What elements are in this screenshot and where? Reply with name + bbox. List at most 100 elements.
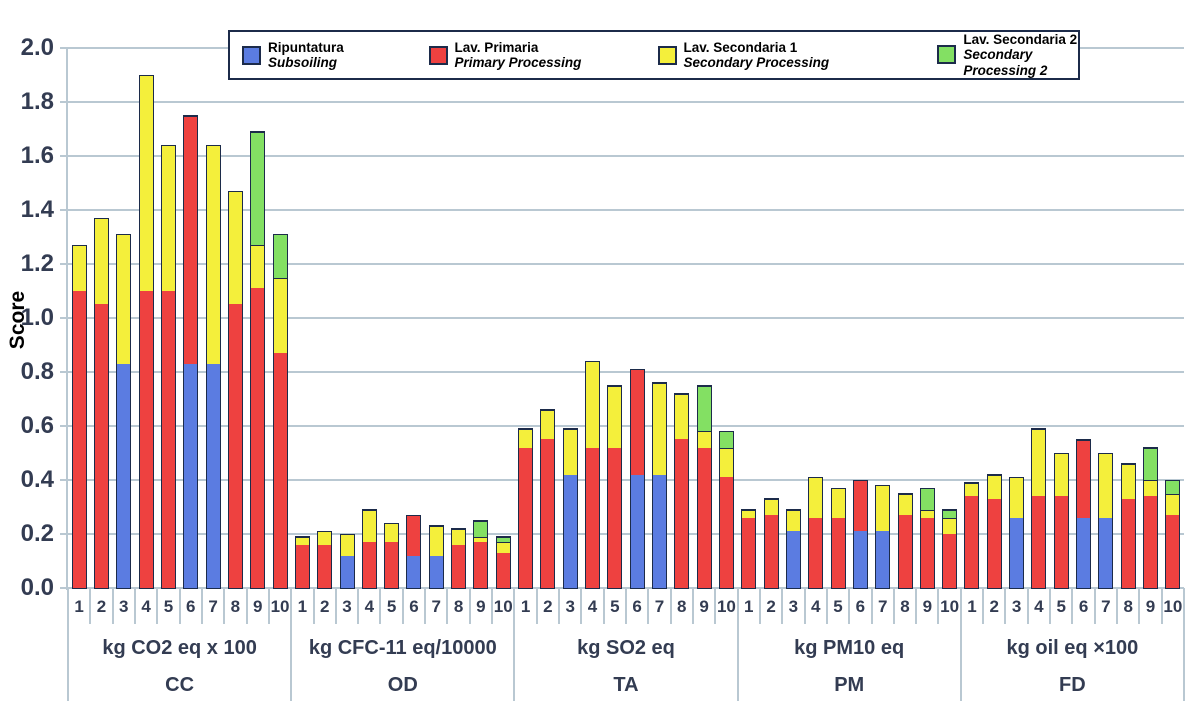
legend-label-it: Lav. Secondaria 1: [683, 39, 798, 55]
bar-number-separator: [535, 587, 538, 624]
bar-segment-primary: [318, 544, 332, 588]
group-code-label: PM: [834, 674, 865, 696]
bar-stack: [942, 509, 958, 589]
bar-number-label: 8: [677, 597, 687, 616]
bar-segment-subsoiling: [853, 531, 867, 588]
bar-segment-primary: [586, 447, 600, 588]
bar-number-separator: [915, 587, 918, 624]
bar-segment-primary: [853, 480, 867, 532]
bar-number-separator: [424, 587, 427, 624]
bar-stack: [495, 536, 511, 589]
bar-segment-primary: [630, 369, 644, 475]
bar-stack: [317, 530, 333, 589]
primary-swatch-icon: [428, 45, 448, 65]
group-code-label: CC: [165, 674, 195, 696]
bar-segment-subsoiling: [876, 531, 890, 588]
bar-segment-primary: [764, 515, 778, 588]
bar-segment-secondary1: [295, 537, 309, 545]
bar-stack: [629, 368, 645, 589]
bar-number-separator: [245, 587, 248, 624]
bar-number-label: 8: [453, 597, 464, 616]
bar-number-label: 2: [766, 597, 776, 616]
bar-segment-primary: [987, 498, 1001, 588]
y-axis-tick-label: 1.2: [20, 249, 54, 277]
bar-segment-subsoiling: [786, 531, 800, 588]
bar-number-separator: [825, 587, 828, 624]
bar-stack: [696, 385, 712, 589]
bar-number-separator: [937, 587, 940, 624]
bar-stack: [93, 217, 109, 589]
bar-segment-primary: [898, 515, 912, 588]
bar-segment-secondary2: [1144, 448, 1158, 480]
bar-segment-secondary2: [719, 431, 733, 448]
bar-number-label: 9: [922, 597, 933, 616]
y-axis-tick-label: 0.0: [20, 573, 54, 601]
bar-segment-secondary1: [452, 529, 466, 545]
bar-segment-primary: [407, 515, 421, 556]
bar-number-separator: [178, 587, 181, 624]
y-axis-tick: [60, 532, 68, 535]
bar-segment-primary: [697, 447, 711, 588]
bar-number-label: 1: [967, 597, 977, 616]
bar-number-label: 5: [610, 597, 620, 616]
bar-number-separator: [625, 587, 627, 624]
bar-stack: [339, 533, 355, 589]
bar-number-label: 4: [364, 597, 375, 616]
legend-label-en: Secondary Processing 2: [963, 47, 1048, 78]
bar-segment-primary: [1054, 496, 1068, 588]
bar-segment-secondary1: [943, 517, 957, 534]
bar-segment-secondary1: [898, 494, 912, 516]
bar-stack: [674, 393, 690, 589]
group-unit-label: kg CO2 eq x 100: [102, 637, 257, 659]
bar-segment-secondary2: [251, 132, 265, 246]
bar-segment-primary: [295, 544, 309, 588]
bar-segment-primary: [1121, 498, 1135, 588]
bar-stack: [272, 233, 288, 589]
y-axis-tick-label: 0.2: [20, 519, 54, 547]
bar-segment-secondary2: [697, 386, 711, 432]
bar-number-separator: [982, 587, 985, 624]
bar-segment-secondary1: [273, 277, 287, 354]
bar-segment-subsoiling: [407, 555, 421, 588]
bar-number-separator: [1071, 587, 1074, 624]
bar-segment-secondary1: [608, 386, 622, 448]
legend-label-it: Lav. Primaria: [454, 39, 539, 55]
group-separator: [67, 587, 69, 701]
bar-number-label: 3: [342, 597, 352, 616]
bar-segment-primary: [920, 517, 934, 588]
bar-stack: [919, 487, 935, 589]
bar-number-label: 5: [163, 597, 174, 616]
y-axis-tick: [60, 478, 68, 481]
bar-number-label: 4: [1034, 597, 1044, 616]
bar-segment-secondary1: [161, 145, 175, 291]
bar-number-separator: [781, 587, 784, 624]
bar-segment-secondary1: [1144, 480, 1158, 497]
bar-segment-subsoiling: [184, 363, 198, 588]
gridline: [68, 154, 1184, 157]
bar-segment-secondary1: [876, 485, 890, 532]
bar-stack: [1098, 452, 1114, 589]
bar-number-separator: [133, 587, 136, 624]
bar-stack: [384, 522, 400, 589]
bar-segment-secondary1: [251, 245, 265, 289]
bar-segment-primary: [184, 116, 198, 364]
bar-number-label: 1: [520, 597, 531, 616]
y-axis-tick: [60, 316, 68, 319]
bar-number-separator: [357, 587, 360, 624]
bar-stack: [763, 498, 779, 589]
bar-segment-secondary1: [94, 218, 108, 305]
secondary2-swatch-icon: [937, 45, 957, 65]
bar-segment-primary: [161, 290, 175, 588]
bar-number-separator: [1138, 587, 1141, 624]
y-axis-tick-label: 1.4: [20, 195, 54, 223]
gridline: [68, 208, 1184, 211]
bar-number-separator: [89, 587, 92, 624]
bar-segment-subsoiling: [1010, 517, 1024, 588]
bar-segment-subsoiling: [429, 555, 443, 588]
bar-segment-primary: [519, 447, 533, 588]
group-separator: [290, 587, 293, 701]
legend-entry-secondary1: Lav. Secondaria 1 Secondary Processing: [646, 40, 926, 70]
y-axis-tick: [60, 46, 68, 49]
bar-number-label: 3: [788, 597, 799, 616]
bar-segment-subsoiling: [117, 363, 131, 588]
